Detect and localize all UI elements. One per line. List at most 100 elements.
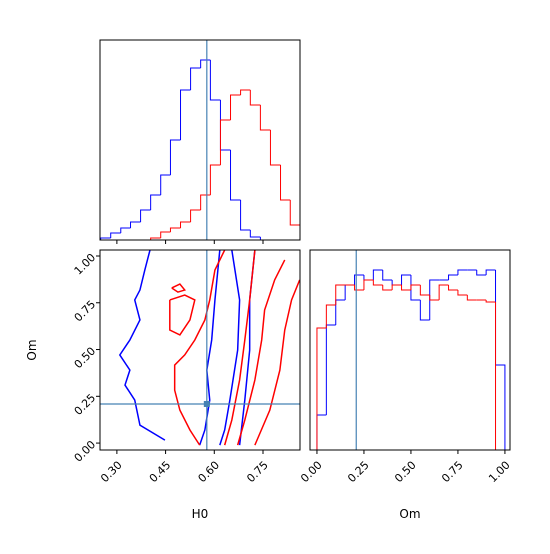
truth-point <box>203 400 210 407</box>
histogram-step <box>457 290 468 296</box>
plot-area <box>316 269 506 450</box>
histogram-step <box>401 274 411 285</box>
histogram-step <box>249 230 261 238</box>
contour-line <box>173 250 226 446</box>
histogram-step <box>190 67 201 90</box>
histogram-step <box>382 270 393 281</box>
x-tick-label: 0.60 <box>196 459 223 486</box>
histogram-step <box>401 285 411 291</box>
histogram-step <box>140 209 151 222</box>
contour-line <box>171 283 187 293</box>
x-axis-label: Om <box>399 507 420 521</box>
x-tick-label: 0.25 <box>345 459 372 486</box>
histogram-step <box>130 221 141 228</box>
contour-line <box>238 250 256 446</box>
histogram-step <box>160 231 171 238</box>
histogram-step <box>325 304 336 328</box>
x-tick-label: 0.75 <box>244 459 271 486</box>
histogram-step <box>200 194 211 210</box>
histogram-step <box>372 280 383 286</box>
histogram-step <box>363 279 374 290</box>
x-tick-label: 0.30 <box>98 459 125 486</box>
histogram-step <box>466 295 477 301</box>
histogram-step <box>325 324 336 415</box>
histogram-step <box>150 194 161 210</box>
plot-area <box>118 250 300 446</box>
contour-line <box>198 250 221 446</box>
histogram-step <box>169 139 181 175</box>
y-axis-label: Om <box>25 339 39 360</box>
contour-line <box>219 250 241 446</box>
histogram-step <box>448 274 458 280</box>
histogram-step <box>230 94 241 120</box>
histogram-step <box>363 275 374 281</box>
histogram-step <box>382 285 393 291</box>
contour-line <box>169 294 196 336</box>
histogram-step <box>289 200 300 240</box>
x-tick-label: 1.00 <box>486 459 513 486</box>
contour-line <box>118 250 166 441</box>
histogram-step <box>495 302 505 450</box>
histogram-step <box>100 237 111 240</box>
histogram-step <box>259 237 271 240</box>
histogram-step <box>485 269 496 275</box>
x-axis-label: H0 <box>192 507 209 521</box>
histogram-step <box>180 89 191 140</box>
histogram-step <box>429 295 440 301</box>
histogram-step <box>485 300 496 303</box>
histogram-step <box>190 209 201 222</box>
y-tick-label: 0.25 <box>72 391 99 418</box>
histogram-step <box>410 275 421 301</box>
x-tick-label: 0.75 <box>439 459 466 486</box>
x-tick-label: 0.00 <box>298 459 325 486</box>
axes-frame <box>99 39 301 241</box>
histogram-step <box>200 59 211 68</box>
y-tick-label: 0.50 <box>72 345 99 372</box>
histogram-step <box>180 221 191 228</box>
histogram-step <box>259 105 271 131</box>
histogram-step <box>457 269 468 275</box>
histogram-step <box>150 237 161 240</box>
histogram-step <box>476 270 487 276</box>
histogram-step <box>354 285 364 291</box>
histogram-step <box>209 60 221 101</box>
y-tick-label: 0.75 <box>72 298 99 325</box>
axes-frame <box>309 249 511 451</box>
plot-area <box>100 59 300 240</box>
histogram-step <box>316 327 327 450</box>
histogram-step <box>240 200 251 231</box>
contour-line <box>236 259 286 446</box>
contour-line <box>254 279 300 446</box>
histogram-step <box>219 100 231 151</box>
histogram-step <box>110 232 121 238</box>
histogram-step <box>495 270 506 450</box>
y-tick-label: 1.00 <box>72 251 99 278</box>
histogram-step <box>410 284 421 290</box>
axes-frame <box>99 249 301 451</box>
histogram-step <box>335 284 346 305</box>
histogram-step <box>438 284 449 300</box>
y-tick-label: 0.00 <box>72 438 99 465</box>
histogram-step <box>269 130 281 166</box>
histogram-step <box>280 165 291 201</box>
histogram-step <box>429 279 440 320</box>
histogram-step <box>354 274 364 285</box>
histogram-step <box>249 90 261 106</box>
histogram-step <box>160 174 171 195</box>
histogram-step <box>219 119 231 165</box>
histogram-step <box>448 285 458 291</box>
histogram-step <box>209 164 221 195</box>
histogram-step <box>419 285 430 296</box>
x-tick-label: 0.45 <box>147 459 174 486</box>
histogram-step <box>240 89 251 95</box>
histogram-step <box>391 284 402 290</box>
histogram-step <box>230 150 241 201</box>
histogram-step <box>316 414 327 450</box>
histogram-step <box>335 299 346 325</box>
histogram-step <box>419 300 430 321</box>
contour-line <box>223 250 256 446</box>
x-tick-label: 0.50 <box>392 459 419 486</box>
histogram-step <box>372 269 383 280</box>
histogram-step <box>344 284 355 300</box>
